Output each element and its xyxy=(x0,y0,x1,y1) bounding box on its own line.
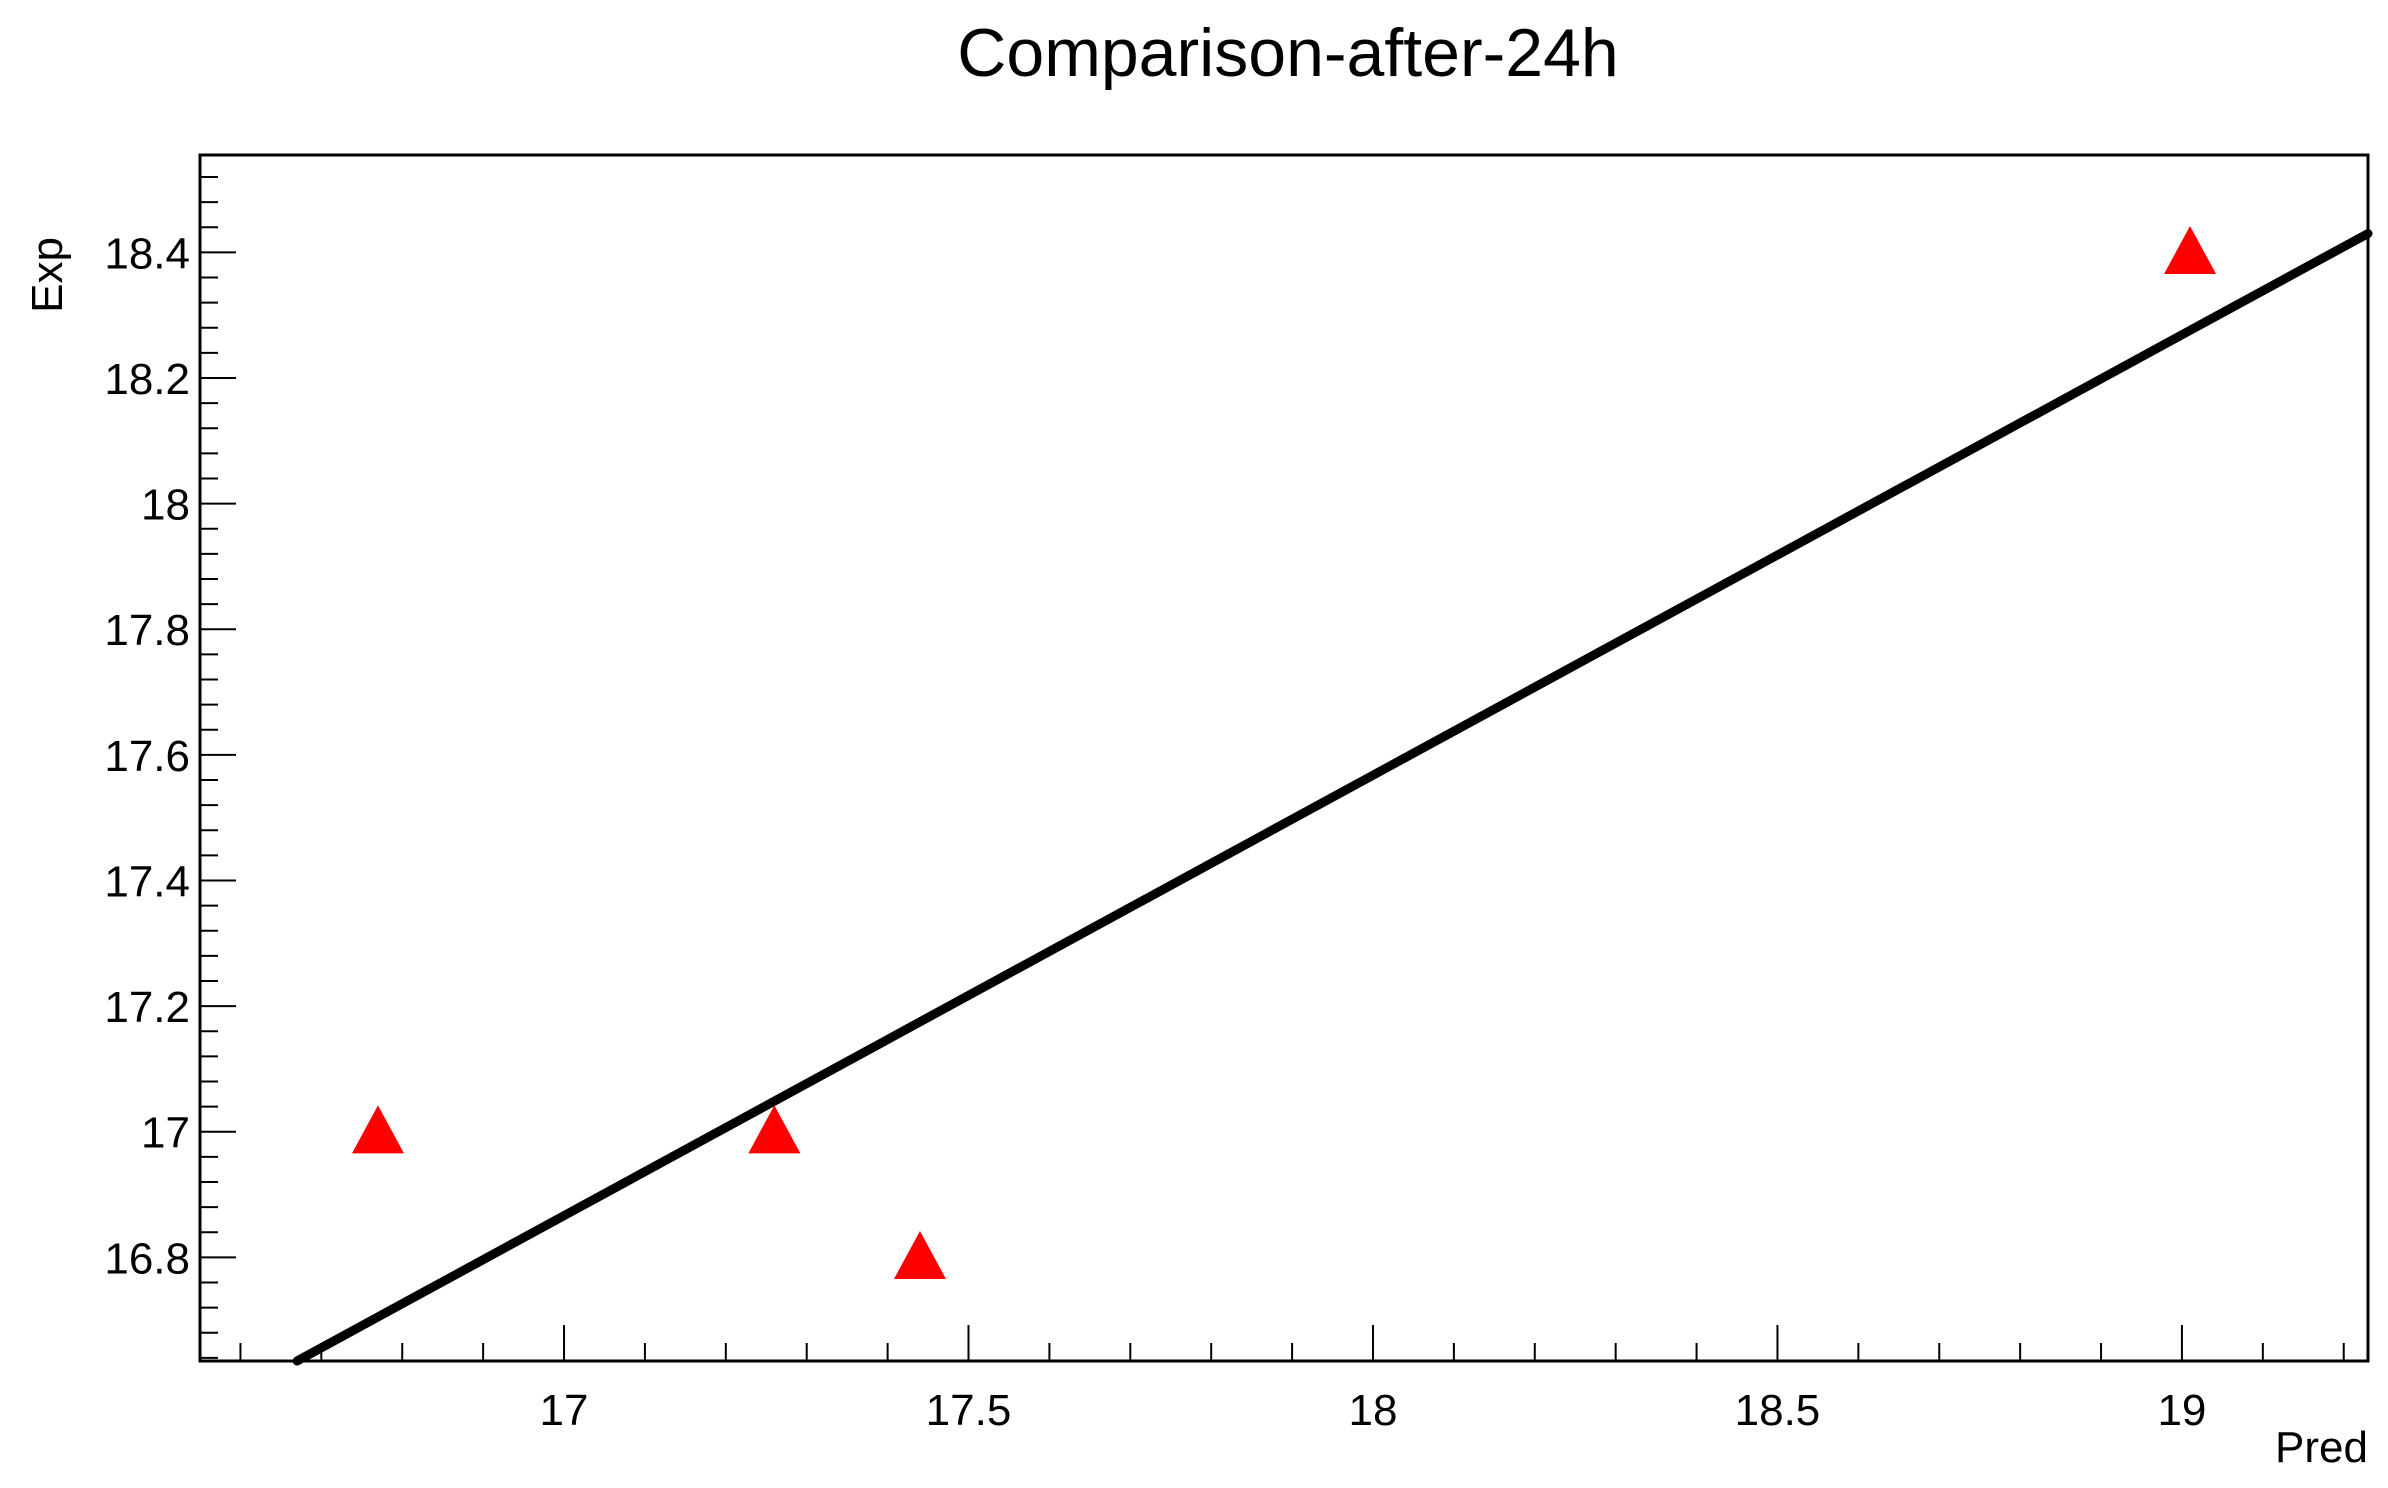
plot-frame xyxy=(198,153,2370,1363)
y-tick-label: 18 xyxy=(141,481,190,530)
fit-line xyxy=(292,229,2373,1366)
y-axis: 16.8 17 17.2 17.4 17.6 17.8 18 18.2 18.4 xyxy=(104,175,236,1359)
y-tick-label: 17 xyxy=(141,1109,190,1158)
x-tick-label: 18.5 xyxy=(1735,1386,1821,1435)
x-axis: 17 17.5 18 18.5 19 xyxy=(239,1325,2345,1435)
x-tick-label: 19 xyxy=(2157,1386,2206,1435)
y-tick-label: 17.4 xyxy=(104,857,190,906)
chart-title: Comparison-after-24h xyxy=(957,15,1618,91)
triangle-marker xyxy=(748,1105,801,1154)
x-tick-label: 17 xyxy=(540,1386,589,1435)
x-tick-label: 18 xyxy=(1349,1386,1398,1435)
y-tick-label: 18.2 xyxy=(104,355,190,404)
data-points xyxy=(351,225,2217,1279)
y-tick-label: 18.4 xyxy=(104,229,190,278)
triangle-marker xyxy=(893,1230,946,1279)
y-tick-label: 17.2 xyxy=(104,983,190,1032)
triangle-marker xyxy=(2164,225,2217,274)
y-tick-label: 17.6 xyxy=(104,732,190,781)
y-tick-label: 16.8 xyxy=(104,1234,190,1283)
y-tick-label: 17.8 xyxy=(104,606,190,655)
x-axis-label: Pred xyxy=(2275,1423,2368,1472)
y-axis-label: Exp xyxy=(23,237,72,313)
fit-line-group xyxy=(292,229,2373,1366)
triangle-marker xyxy=(351,1105,404,1154)
x-tick-label: 17.5 xyxy=(926,1386,1012,1435)
